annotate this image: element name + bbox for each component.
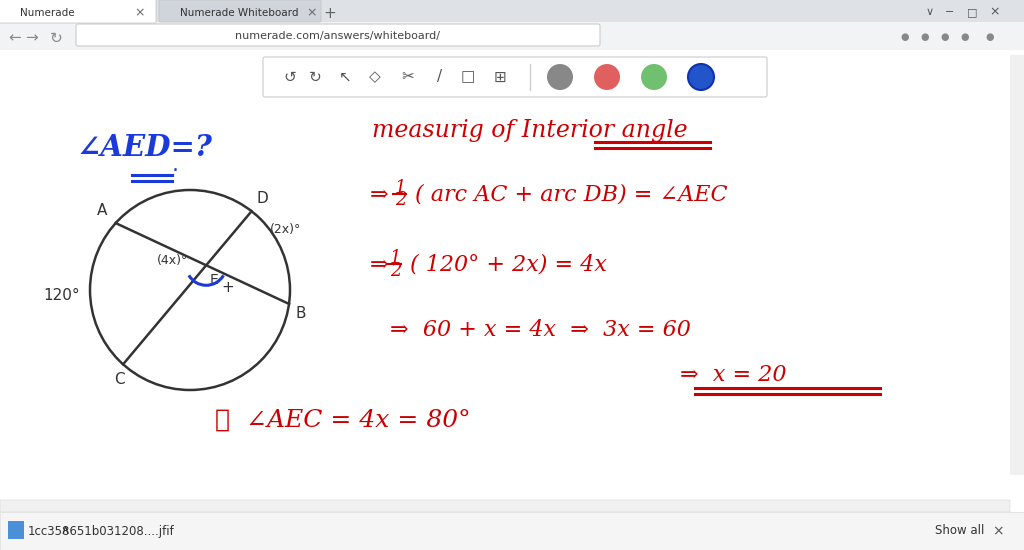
Text: /: / [437,69,442,85]
Text: ●: ● [961,32,970,42]
Text: ∠AED=?: ∠AED=? [77,134,213,162]
Text: (2x)°: (2x)° [269,223,301,236]
Text: (4x)°: (4x)° [157,254,188,267]
Text: 1cc358651b031208....jfif: 1cc358651b031208....jfif [28,525,175,537]
Text: +: + [222,280,234,295]
FancyBboxPatch shape [263,57,767,97]
Text: ×: × [135,7,145,19]
Text: E: E [209,273,218,287]
Text: →: → [26,30,38,46]
Text: ⇒  60 + x = 4x  ⇒  3x = 60: ⇒ 60 + x = 4x ⇒ 3x = 60 [390,319,691,341]
Bar [8,521,24,539]
Text: 2: 2 [395,191,407,209]
Text: ↖: ↖ [339,69,351,85]
Text: numerade.com/answers/whiteboard/: numerade.com/answers/whiteboard/ [236,31,440,41]
Text: C: C [114,372,124,387]
FancyBboxPatch shape [76,24,600,46]
Text: 1: 1 [395,179,407,197]
Text: ●: ● [921,32,929,42]
Circle shape [641,64,667,90]
Text: ↻: ↻ [308,69,322,85]
Text: □: □ [967,7,977,17]
Text: +: + [324,6,336,20]
Text: Show all: Show all [935,525,985,537]
Text: ✂: ✂ [401,69,415,85]
Bar [0,512,1024,550]
Text: ×: × [992,524,1004,538]
Text: ●: ● [986,32,994,42]
Text: D: D [257,191,268,206]
Text: ⇒: ⇒ [370,254,389,276]
Text: ●: ● [901,32,909,42]
Text: 2: 2 [390,262,401,280]
Text: A: A [97,203,108,218]
Text: measurig of Interior angle: measurig of Interior angle [372,118,688,141]
Text: 1: 1 [390,249,401,267]
Bar [0,500,1010,512]
Text: ●: ● [941,32,949,42]
Text: ( 120° + 2x) = 4x: ( 120° + 2x) = 4x [410,254,607,276]
Text: 120°: 120° [44,288,80,303]
FancyBboxPatch shape [0,0,156,23]
Bar [0,0,1024,22]
Text: Numerade Whiteboard: Numerade Whiteboard [180,8,299,18]
Text: ⊞: ⊞ [494,69,507,85]
Text: ⇒: ⇒ [370,184,389,206]
Text: ( arc AC + arc DB) = ∠AEC: ( arc AC + arc DB) = ∠AEC [415,184,727,206]
Circle shape [547,64,573,90]
Text: □: □ [461,69,475,85]
Text: ⇒  x = 20: ⇒ x = 20 [680,364,786,386]
Text: .: . [171,155,178,175]
Text: ∧: ∧ [60,525,70,537]
Text: ×: × [990,6,1000,19]
Text: ∨: ∨ [926,7,934,17]
FancyBboxPatch shape [159,0,321,22]
Circle shape [594,64,620,90]
Bar [0,22,1024,50]
Text: ×: × [307,7,317,19]
Text: −: − [945,7,954,17]
Text: ◇: ◇ [369,69,381,85]
Text: ↺: ↺ [284,69,296,85]
Bar [1010,55,1024,475]
Circle shape [688,64,714,90]
Text: Numerade: Numerade [20,8,75,18]
Text: ↻: ↻ [49,30,62,46]
Text: ∴  ∠AEC = 4x = 80°: ∴ ∠AEC = 4x = 80° [215,409,471,432]
Circle shape [688,64,714,90]
Text: ←: ← [8,30,22,46]
Text: B: B [295,306,305,321]
